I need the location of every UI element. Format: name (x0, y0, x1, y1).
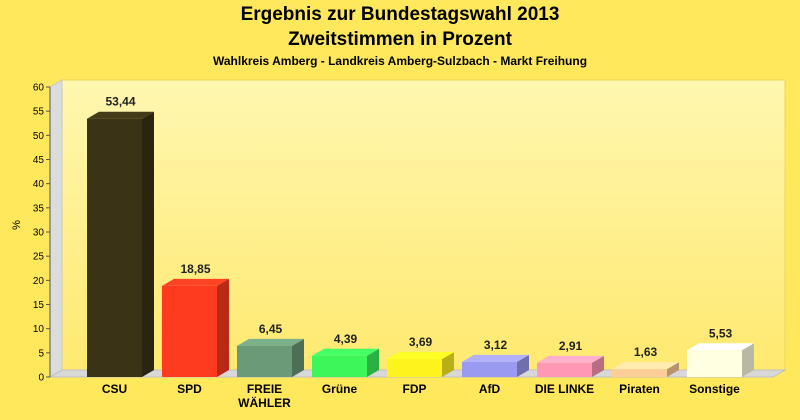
data-label: 3,12 (484, 338, 508, 352)
x-tick-label: Grüne (322, 382, 358, 396)
bar-afd (462, 354, 529, 377)
bar-front (537, 362, 592, 377)
bar-front (612, 369, 667, 377)
data-label: 6,45 (259, 322, 283, 336)
bar-top (537, 355, 604, 363)
data-label: 4,39 (334, 332, 358, 346)
y-tick-label: 50 (33, 131, 45, 142)
bar-die-linke (537, 355, 604, 377)
bar-top (162, 278, 229, 286)
data-label: 2,91 (559, 339, 583, 353)
bar-piraten (612, 362, 679, 377)
y-tick-label: 40 (33, 179, 45, 190)
bar-top (612, 362, 679, 370)
bar-side (142, 111, 154, 377)
bar-top (237, 338, 304, 346)
bar-front (387, 359, 442, 377)
x-tick-label: FDP (403, 382, 427, 396)
y-tick-label: 20 (33, 276, 45, 287)
y-tick-label: 35 (33, 203, 45, 214)
chart-subtitle-region: Wahlkreis Amberg - Landkreis Amberg-Sulz… (212, 54, 588, 68)
bar-top (687, 343, 754, 351)
bar-fdp (387, 352, 454, 377)
x-tick-label: Sonstige (689, 382, 740, 396)
chart-subtitle: Zweitstimmen in Prozent (288, 29, 512, 50)
bar-spd (162, 278, 229, 377)
bar-front (687, 350, 742, 377)
chart-title: Ergebnis zur Bundestagswahl 2013 (240, 4, 560, 25)
bar-top (87, 111, 154, 119)
data-label: 53,44 (105, 95, 135, 109)
data-label: 3,69 (409, 335, 433, 349)
x-tick-label: AfD (479, 382, 501, 396)
bar-sonstige (687, 343, 754, 377)
plot-side-wall (49, 79, 63, 378)
y-tick-label: 55 (33, 107, 45, 118)
bar-side (217, 278, 229, 377)
x-tick-label: CSU (102, 382, 127, 396)
bar-side (442, 352, 454, 377)
y-tick-label: 15 (33, 300, 45, 311)
bar-front (162, 285, 217, 377)
bar-top (462, 354, 529, 362)
x-tick-label: FREIE (247, 382, 282, 396)
bar-front (237, 345, 292, 377)
data-label: 5,53 (709, 326, 733, 340)
bar-front (462, 361, 517, 377)
bar-grüne (312, 348, 379, 377)
x-tick-label: WÄHLER (238, 395, 291, 410)
bar-side (742, 343, 754, 377)
y-tick-label: 25 (33, 252, 45, 263)
y-tick-label: 0 (38, 373, 44, 384)
bar-csu (87, 111, 154, 377)
bar-front (87, 118, 142, 377)
bar-top (387, 352, 454, 360)
y-tick-label: 30 (33, 228, 45, 239)
bar-side (292, 338, 304, 377)
data-label: 1,63 (634, 345, 658, 359)
bar-front (312, 355, 367, 377)
y-axis-label: % (11, 220, 23, 230)
data-label: 18,85 (180, 262, 210, 276)
y-tick-label: 60 (33, 83, 45, 94)
bar-freie-wähler (237, 338, 304, 377)
y-tick-label: 10 (33, 324, 45, 335)
bar-side (592, 355, 604, 377)
x-tick-label: SPD (177, 382, 202, 396)
y-tick-label: 5 (38, 348, 44, 359)
y-tick-label: 45 (33, 155, 45, 166)
bar-side (667, 362, 679, 377)
bar-top (312, 348, 379, 356)
bar-side (517, 354, 529, 377)
x-tick-label: DIE LINKE (535, 382, 594, 396)
bar-side (367, 348, 379, 377)
x-tick-label: Piraten (619, 382, 660, 396)
